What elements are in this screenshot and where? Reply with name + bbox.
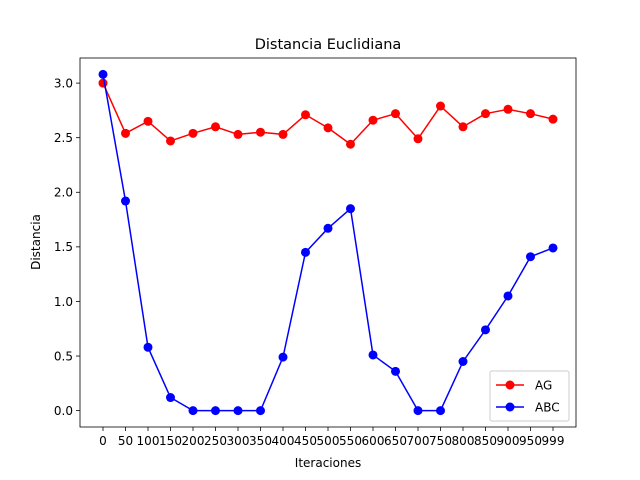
data-point-ag bbox=[188, 128, 198, 138]
legend: AG ABC bbox=[489, 370, 570, 422]
data-point-abc bbox=[98, 69, 108, 79]
y-axis-label: Distancia bbox=[29, 214, 43, 270]
data-point-ag bbox=[481, 109, 490, 119]
data-point-ag bbox=[503, 104, 513, 114]
x-axis-label: Iteraciones bbox=[295, 456, 361, 470]
data-point-abc bbox=[436, 406, 445, 416]
data-point-ag bbox=[413, 134, 423, 144]
data-point-abc bbox=[143, 342, 153, 352]
data-point-ag bbox=[323, 123, 333, 133]
data-point-abc bbox=[166, 393, 175, 403]
data-point-ag bbox=[256, 127, 265, 137]
x-tick-label: 750 bbox=[429, 434, 452, 448]
legend-marker-abc bbox=[505, 402, 515, 412]
x-tick-label: 900 bbox=[497, 434, 520, 448]
data-point-ag bbox=[166, 136, 175, 146]
data-point-ag bbox=[346, 139, 355, 149]
data-point-ag bbox=[391, 109, 400, 119]
data-point-abc bbox=[301, 247, 310, 257]
x-tick-label: 700 bbox=[407, 434, 430, 448]
x-tick-label: 300 bbox=[227, 434, 250, 448]
data-point-ag bbox=[301, 110, 310, 120]
data-point-ag bbox=[458, 122, 468, 132]
data-point-ag bbox=[233, 129, 243, 139]
y-tick-label: 3.0 bbox=[54, 76, 73, 90]
data-point-ag bbox=[278, 129, 288, 139]
data-point-ag bbox=[121, 128, 130, 138]
x-tick-label: 400 bbox=[272, 434, 295, 448]
data-point-abc bbox=[211, 406, 220, 416]
data-point-ag bbox=[526, 109, 535, 119]
data-point-abc bbox=[233, 406, 243, 416]
data-point-ag bbox=[368, 115, 378, 125]
x-tick-label: 350 bbox=[249, 434, 272, 448]
series-layer bbox=[98, 69, 558, 416]
y-tick-label: 2.5 bbox=[54, 131, 73, 145]
x-tick-label: 850 bbox=[474, 434, 497, 448]
data-point-ag bbox=[143, 116, 153, 126]
data-point-abc bbox=[278, 352, 288, 362]
data-point-abc bbox=[526, 252, 535, 262]
data-point-ag bbox=[211, 122, 220, 132]
data-point-abc bbox=[481, 325, 490, 335]
x-tick-label: 0 bbox=[99, 434, 107, 448]
y-axis-ticks: 0.0 0.5 1.0 1.5 2.0 2.5 3.0 bbox=[54, 76, 80, 418]
x-tick-label: 450 bbox=[294, 434, 317, 448]
y-tick-label: 2.0 bbox=[54, 186, 73, 200]
data-point-abc bbox=[188, 406, 198, 416]
data-point-ag bbox=[436, 101, 445, 111]
data-point-abc bbox=[121, 196, 130, 206]
data-point-abc bbox=[503, 291, 513, 301]
y-tick-label: 0.0 bbox=[54, 404, 73, 418]
x-tick-label: 200 bbox=[182, 434, 205, 448]
plot-area bbox=[80, 58, 576, 427]
x-tick-label: 999 bbox=[542, 434, 565, 448]
data-point-abc bbox=[256, 406, 265, 416]
data-point-abc bbox=[368, 350, 378, 360]
x-tick-label: 950 bbox=[519, 434, 542, 448]
x-tick-label: 150 bbox=[159, 434, 182, 448]
x-tick-label: 650 bbox=[384, 434, 407, 448]
x-axis-ticks: 0 50 100 150 200 250 300 350 400 450 500 550 600 650 7… bbox=[99, 427, 564, 448]
x-tick-label: 50 bbox=[118, 434, 133, 448]
data-point-abc bbox=[413, 406, 423, 416]
data-point-abc bbox=[323, 223, 333, 233]
x-tick-label: 800 bbox=[452, 434, 475, 448]
x-tick-label: 500 bbox=[317, 434, 340, 448]
data-point-ag bbox=[548, 114, 558, 124]
legend-marker-ag bbox=[505, 380, 515, 390]
data-point-abc bbox=[391, 366, 400, 376]
data-point-abc bbox=[346, 204, 355, 214]
x-tick-label: 600 bbox=[362, 434, 385, 448]
data-point-abc bbox=[548, 243, 558, 253]
y-tick-label: 1.5 bbox=[54, 240, 73, 254]
y-tick-label: 0.5 bbox=[54, 349, 73, 363]
plot-frame bbox=[79, 57, 577, 428]
data-point-abc bbox=[458, 356, 468, 366]
legend-label-ag: AG bbox=[535, 379, 552, 393]
chart-title: Distancia Euclidiana bbox=[255, 37, 402, 53]
y-tick-label: 1.0 bbox=[54, 295, 73, 309]
x-tick-label: 100 bbox=[137, 434, 160, 448]
x-tick-label: 550 bbox=[339, 434, 362, 448]
x-tick-label: 250 bbox=[204, 434, 227, 448]
legend-label-abc: ABC bbox=[535, 401, 560, 415]
data-point-ag bbox=[98, 78, 108, 88]
